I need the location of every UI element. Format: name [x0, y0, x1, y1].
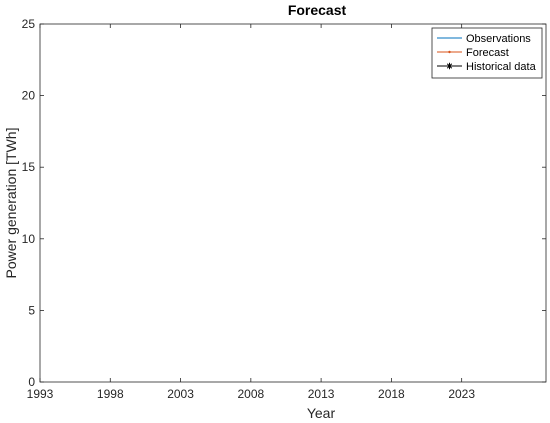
y-tick-label: 0: [28, 375, 35, 389]
x-tick-label: 2023: [448, 387, 475, 401]
historical-data-point: [446, 62, 453, 70]
x-tick-label: 2018: [378, 387, 405, 401]
legend-item-forecast: Forecast: [437, 47, 509, 59]
plot-frame: [39, 23, 547, 383]
x-tick-label: 2013: [308, 387, 335, 401]
chart-title: Forecast: [288, 2, 347, 18]
x-tick-label: 1998: [97, 387, 124, 401]
asterisk-stroke: [446, 63, 453, 69]
axes: 1993 1998 2003 2008 2013 2018 2023 0 5 10 15 20 25: [22, 17, 547, 401]
legend-item-historical-data: Historical data: [437, 61, 537, 73]
x-tick-label: 2008: [237, 387, 264, 401]
y-tick-label: 15: [22, 160, 36, 174]
x-tick-label: 1993: [27, 387, 54, 401]
y-tick-label: 10: [22, 232, 36, 246]
legend-item-observations: Observations: [437, 33, 531, 45]
legend-label: Historical data: [466, 61, 537, 73]
y-tick-label: 25: [22, 17, 36, 31]
legend-label: Forecast: [466, 47, 509, 59]
legend-label: Observations: [466, 33, 531, 45]
x-tick-label: 2003: [167, 387, 194, 401]
legend-box: [431, 27, 543, 79]
forecast-point: [448, 50, 451, 54]
x-axis-label: Year: [307, 405, 336, 421]
y-tick-label: 5: [28, 303, 35, 317]
y-tick-label: 20: [22, 89, 36, 103]
y-axis-label: Power generation [TWh]: [3, 128, 19, 279]
legend: Observations Forecast Historical data: [431, 27, 543, 79]
